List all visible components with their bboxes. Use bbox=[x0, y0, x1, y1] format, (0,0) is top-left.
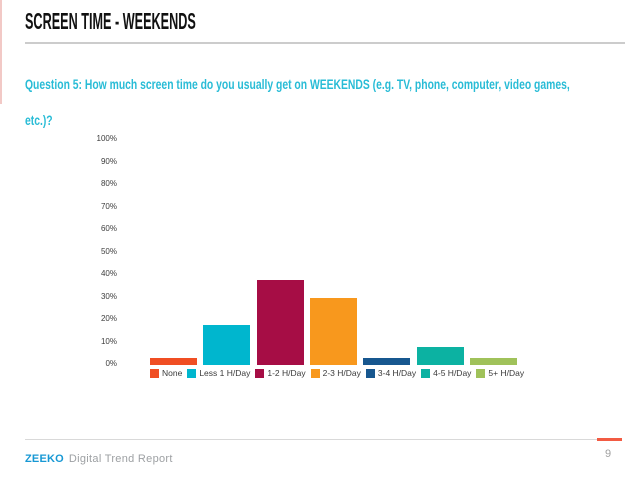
y-axis-tick-10: 10% bbox=[100, 336, 117, 346]
legend-swatch-icon bbox=[421, 368, 431, 378]
legend-swatch-icon bbox=[150, 368, 159, 378]
legend-item-1-2-h-day: 1-2 H/Day bbox=[255, 368, 306, 378]
chart-legend: None Less 1 H/Day 1-2 H/Day 2-3 H/Day 3-4 H/… bbox=[150, 368, 524, 378]
y-axis-tick-0: 0% bbox=[105, 359, 117, 368]
legend-item-none: None bbox=[150, 368, 182, 378]
bar-2-3-h-day bbox=[309, 297, 357, 365]
legend-item-5-h-day: 5+ H/Day bbox=[476, 368, 524, 378]
bar-3-4-h-day bbox=[363, 358, 411, 365]
legend-swatch-icon bbox=[255, 368, 265, 378]
legend-swatch-icon bbox=[310, 368, 320, 378]
y-axis-tick-60: 60% bbox=[100, 224, 117, 233]
legend-swatch-icon bbox=[187, 368, 197, 378]
slide-title: SCREEN TIME - WEEKENDS bbox=[25, 8, 196, 34]
legend-item-2-3-h-day: 2-3 H/Day bbox=[310, 368, 361, 378]
y-axis-tick-100: 100% bbox=[96, 134, 117, 143]
legend-label: Less 1 H/Day bbox=[199, 368, 251, 378]
slide-edge-sliver bbox=[0, 0, 2, 104]
y-axis-tick-20: 20% bbox=[100, 314, 117, 323]
title-divider bbox=[25, 42, 625, 44]
page-number: 9 bbox=[604, 448, 612, 460]
y-axis-tick-50: 50% bbox=[100, 246, 117, 256]
legend-label: None bbox=[162, 368, 183, 378]
footer-divider bbox=[25, 439, 597, 440]
question-line-2: etc.)? bbox=[25, 112, 53, 128]
footer: ZEEKO Digital Trend Report bbox=[25, 453, 173, 465]
question-text: Question 5: How much screen time do you … bbox=[25, 66, 640, 138]
legend-label: 4-5 H/Day bbox=[433, 368, 472, 378]
legend-swatch-icon bbox=[476, 368, 486, 378]
legend-label: 5+ H/Day bbox=[488, 368, 525, 378]
legend-item-less-1-h-day: Less 1 H/Day bbox=[187, 368, 250, 378]
bar-none bbox=[150, 358, 197, 365]
legend-label: 3-4 H/Day bbox=[377, 368, 417, 378]
y-axis-tick-30: 30% bbox=[100, 291, 117, 301]
y-axis-tick-70: 70% bbox=[100, 201, 117, 211]
y-axis-tick-80: 80% bbox=[100, 179, 117, 188]
footer-report-name: Digital Trend Report bbox=[68, 453, 173, 465]
legend-swatch-icon bbox=[365, 368, 375, 378]
legend-item-4-5-h-day: 4-5 H/Day bbox=[421, 368, 471, 378]
bar-5-h-day bbox=[469, 358, 517, 365]
legend-label: 2-3 H/Day bbox=[322, 368, 361, 378]
legend-item-3-4-h-day: 3-4 H/Day bbox=[365, 368, 417, 378]
footer-divider-accent bbox=[597, 438, 622, 441]
y-axis-tick-40: 40% bbox=[100, 269, 117, 278]
bar-less-1-h-day bbox=[203, 324, 251, 365]
legend-label: 1-2 H/Day bbox=[267, 368, 306, 378]
bar-1-2-h-day bbox=[256, 279, 304, 365]
y-axis-tick-90: 90% bbox=[100, 156, 117, 166]
bar-4-5-h-day bbox=[416, 347, 464, 365]
question-line-1: Question 5: How much screen time do you … bbox=[25, 76, 570, 92]
brand-logo: ZEEKO bbox=[25, 453, 64, 465]
